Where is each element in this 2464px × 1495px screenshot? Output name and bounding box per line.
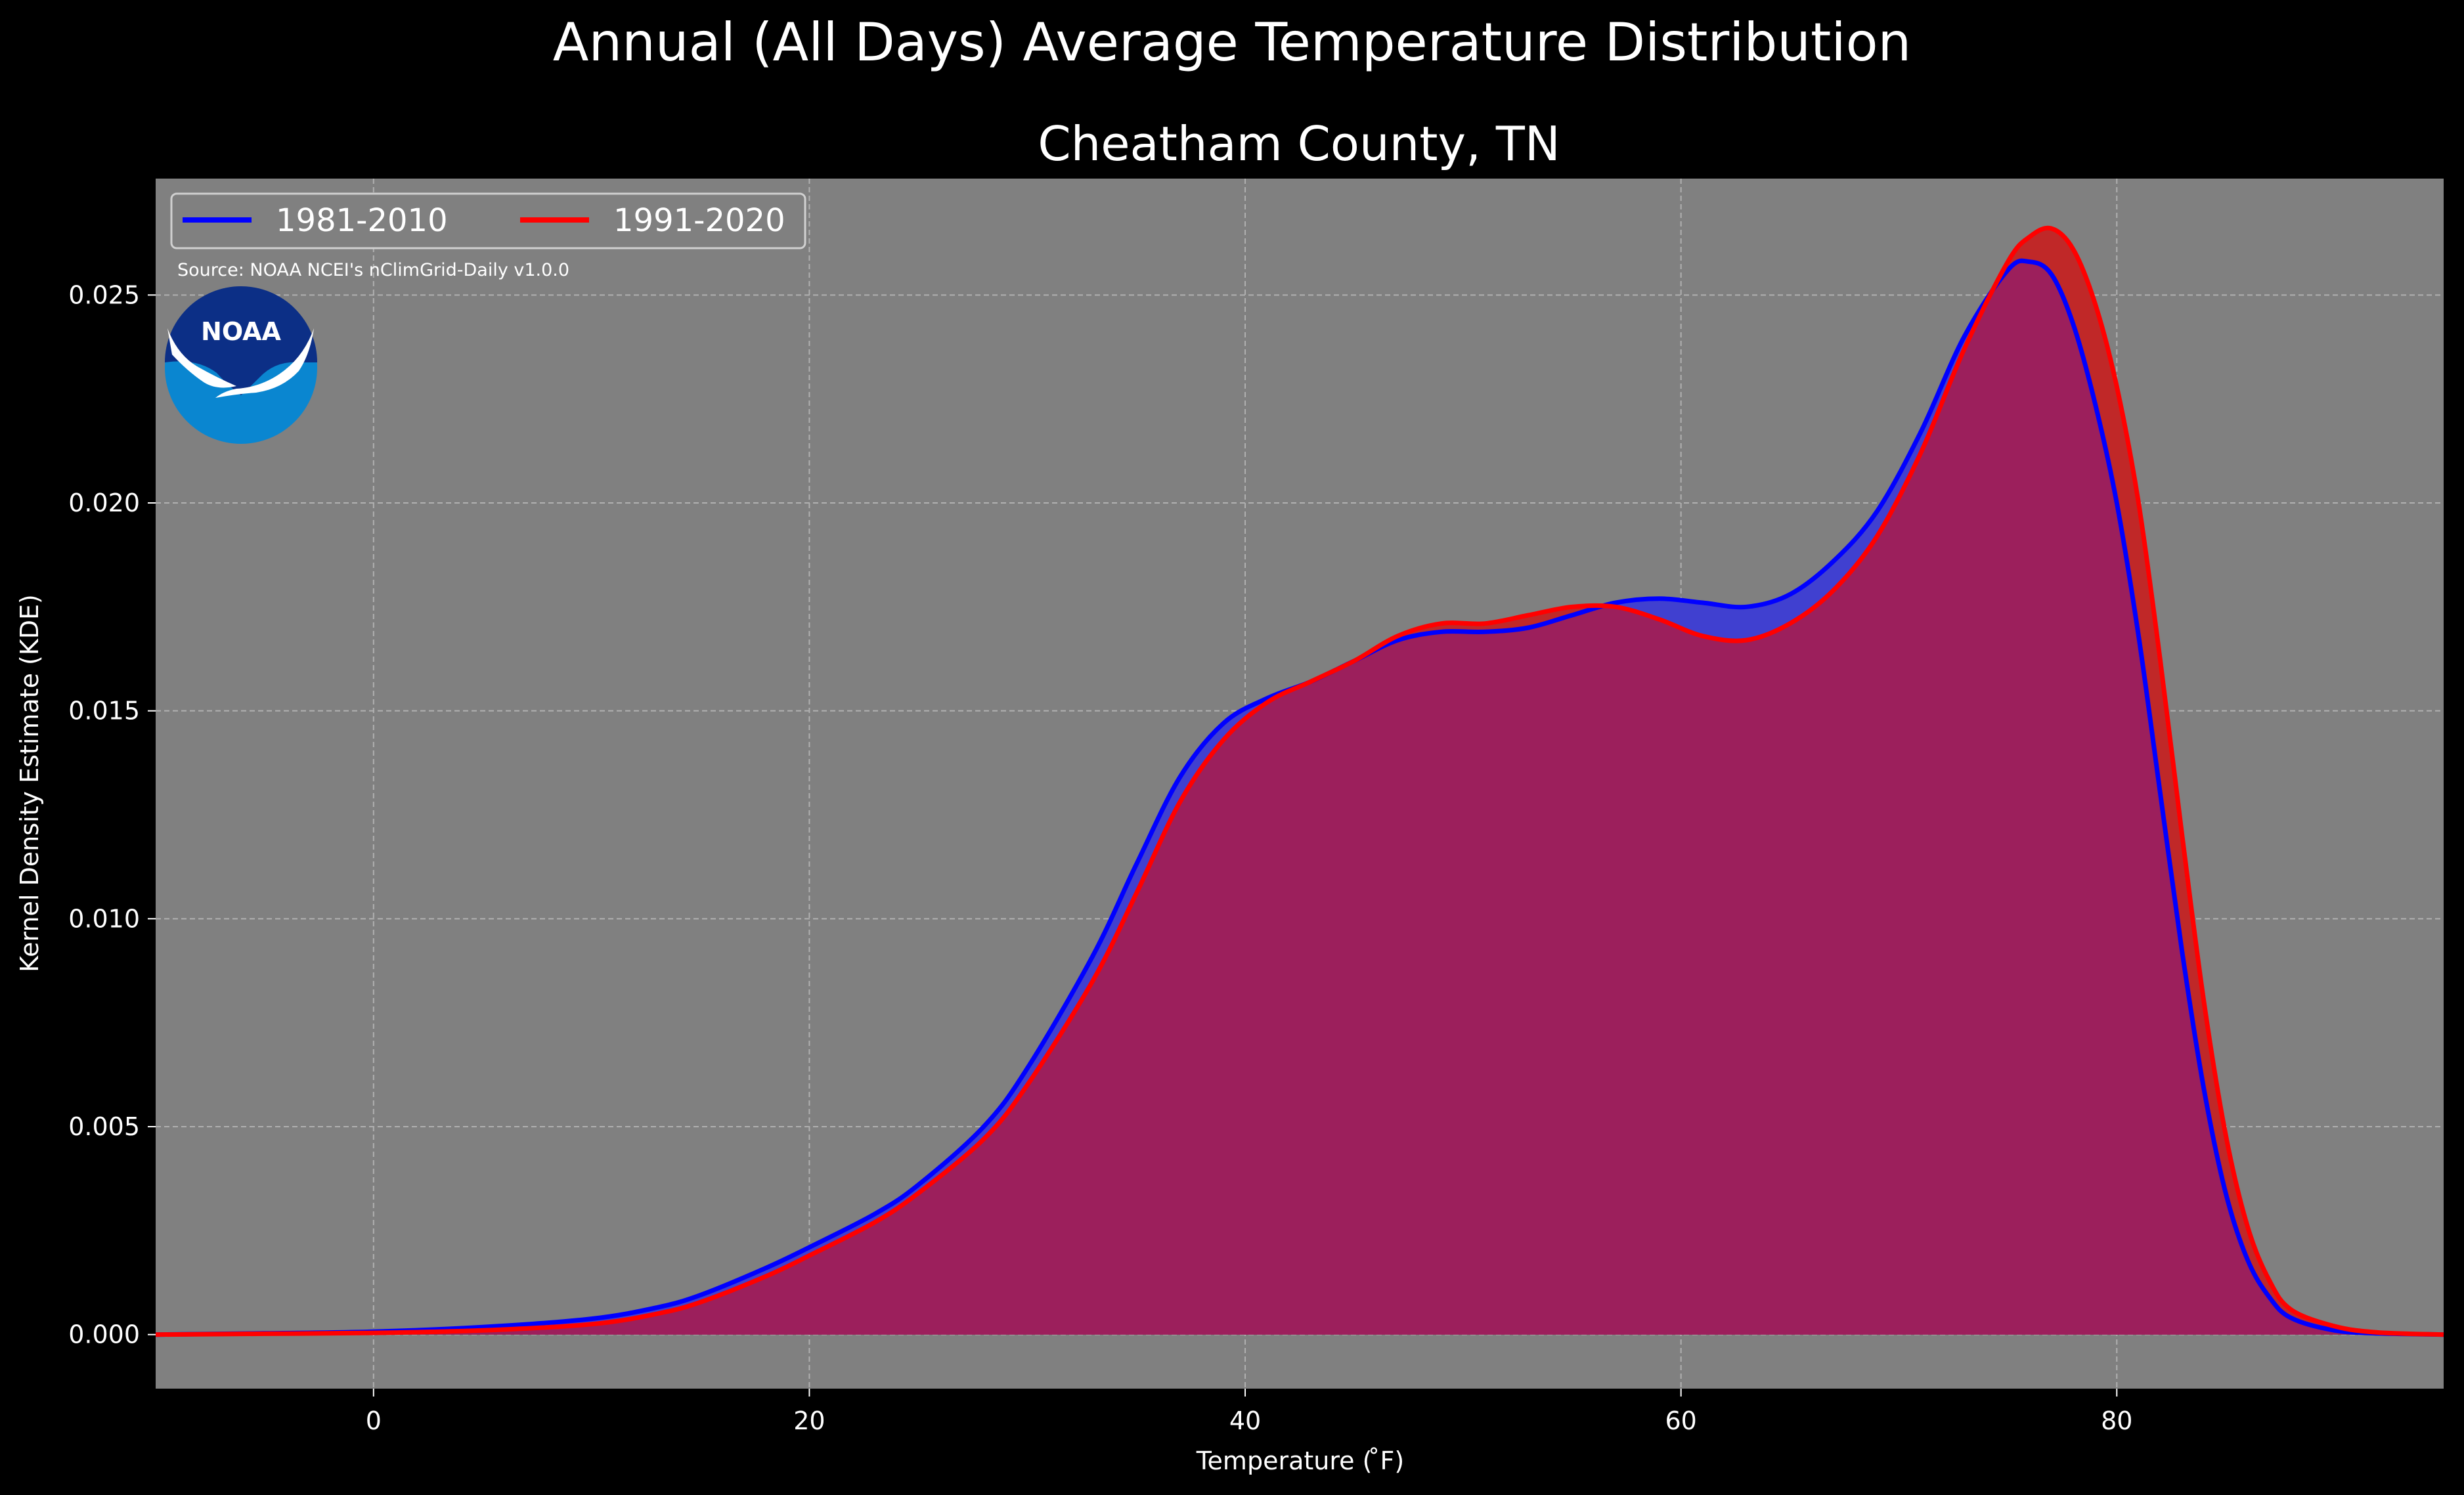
chart-title: Annual (All Days) Average Temperature Di… xyxy=(553,12,1911,73)
x-tick-label: 60 xyxy=(1665,1406,1696,1435)
x-tick-label: 40 xyxy=(1229,1406,1261,1435)
y-tick-label: 0.020 xyxy=(68,488,140,517)
legend-label-1991-2020: 1991-2020 xyxy=(613,202,785,239)
area-overlap xyxy=(156,261,2444,1335)
legend-label-1981-2010: 1981-2010 xyxy=(276,202,448,239)
noaa-logo: NOAA xyxy=(165,286,317,444)
y-tick-label: 0.025 xyxy=(68,280,140,309)
x-axis-label: Temperature ( ̊F) xyxy=(1196,1446,1404,1475)
y-tick-label: 0.015 xyxy=(68,697,140,726)
ticks: 0 20 40 60 80 0.000 0.005 0.010 0.015 0.020 0.025 xyxy=(68,280,2132,1435)
x-tick-label: 0 xyxy=(366,1406,382,1435)
line-1991-2020 xyxy=(155,225,2444,1337)
legend: 1981-2010 1991-2020 xyxy=(170,192,806,249)
y-tick-label: 0.005 xyxy=(68,1112,140,1141)
series-layer xyxy=(155,225,2444,1337)
x-tick-label: 80 xyxy=(2101,1406,2132,1435)
logo-text: NOAA xyxy=(201,317,281,346)
y-tick-label: 0.000 xyxy=(68,1320,140,1349)
x-tick-label: 20 xyxy=(793,1406,825,1435)
legend-box xyxy=(170,192,806,249)
line-1981-2010 xyxy=(155,258,2444,1337)
y-axis-label: Kernel Density Estimate (KDE) xyxy=(15,594,44,972)
chart-subtitle: Cheatham County, TN xyxy=(1038,116,1560,171)
source-note: Source: NOAA NCEI's nClimGrid-Daily v1.0… xyxy=(177,260,569,280)
y-tick-label: 0.010 xyxy=(68,904,140,933)
